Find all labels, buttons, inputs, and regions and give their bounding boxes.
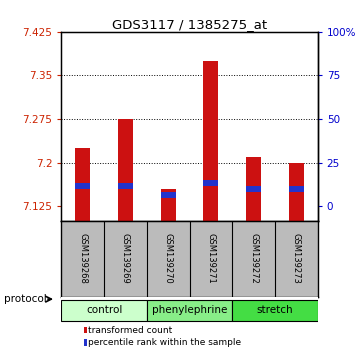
Bar	[61, 299, 147, 321]
Text: GSM139269: GSM139269	[121, 233, 130, 284]
Text: stretch: stretch	[257, 305, 293, 315]
Bar	[147, 299, 232, 321]
Bar	[84, 339, 87, 346]
Bar	[232, 299, 318, 321]
Bar	[203, 61, 218, 221]
Bar	[203, 180, 218, 186]
Bar	[161, 192, 176, 198]
Bar	[118, 119, 133, 221]
Bar	[84, 327, 87, 333]
Bar	[75, 148, 90, 221]
Text: control: control	[86, 305, 122, 315]
Text: GSM139272: GSM139272	[249, 233, 258, 284]
Text: GSM139268: GSM139268	[78, 233, 87, 284]
Text: GSM139273: GSM139273	[292, 233, 301, 284]
Bar	[118, 183, 133, 189]
Text: percentile rank within the sample: percentile rank within the sample	[88, 338, 241, 347]
Bar	[246, 157, 261, 221]
Bar	[246, 186, 261, 192]
Bar	[75, 183, 90, 189]
Text: GSM139270: GSM139270	[164, 233, 173, 284]
Text: protocol: protocol	[4, 294, 46, 304]
Bar	[161, 189, 176, 221]
Text: phenylephrine: phenylephrine	[152, 305, 227, 315]
Title: GDS3117 / 1385275_at: GDS3117 / 1385275_at	[112, 18, 267, 31]
Bar	[289, 186, 304, 192]
Text: GSM139271: GSM139271	[206, 233, 216, 284]
Bar	[289, 163, 304, 221]
Text: transformed count: transformed count	[88, 326, 172, 335]
